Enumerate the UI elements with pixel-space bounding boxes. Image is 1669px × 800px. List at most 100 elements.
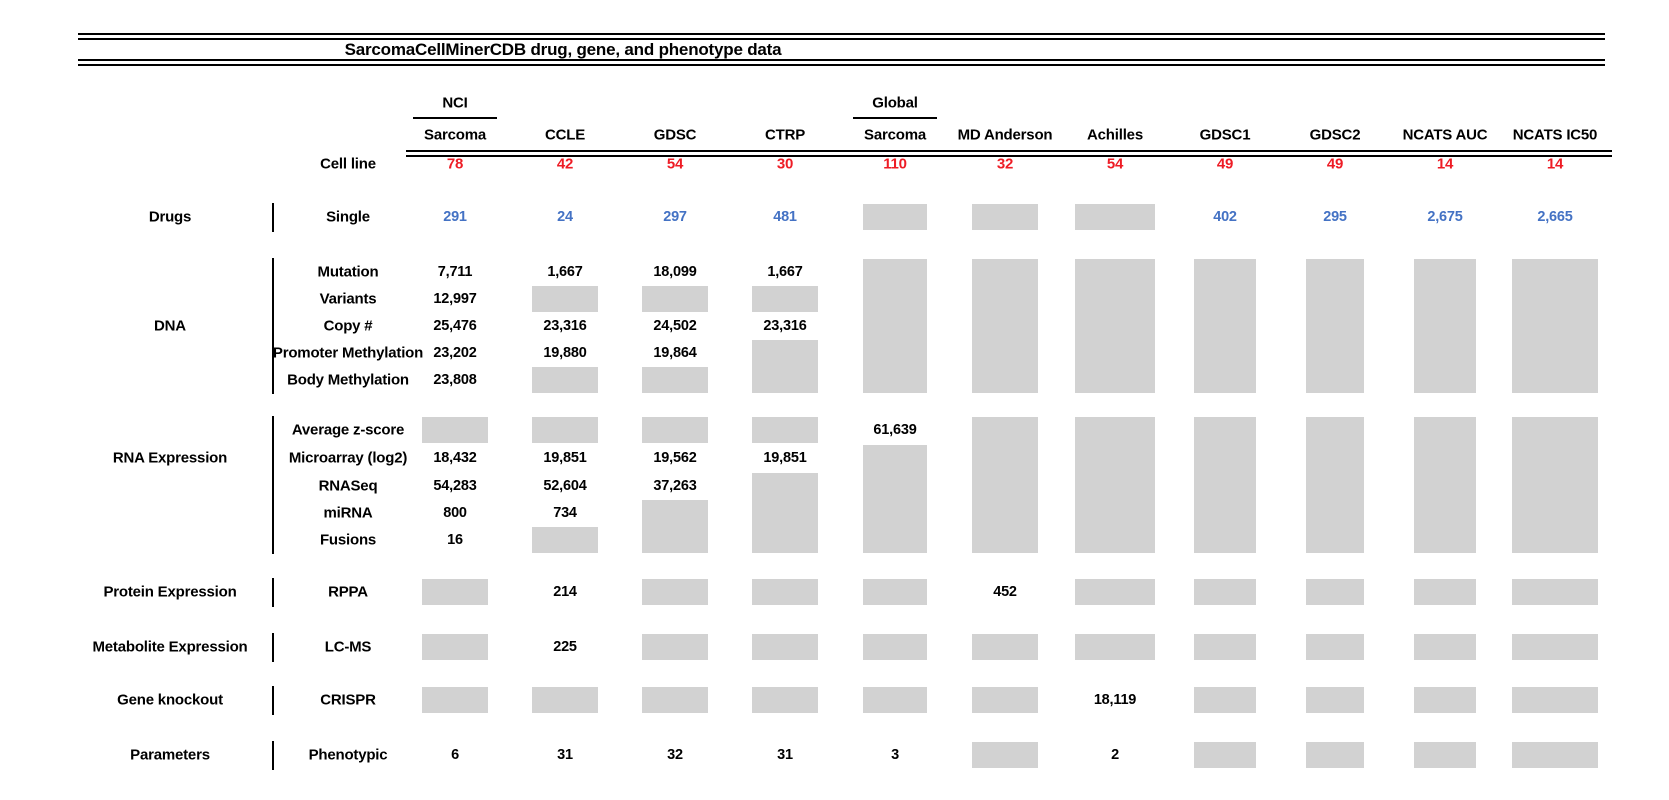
column-header-gdsc: GDSC (653, 126, 697, 144)
data-cell: 19,880 (543, 345, 587, 361)
data-cell: 18,432 (433, 450, 477, 466)
data-cell: 2,675 (1427, 209, 1463, 225)
cell-line-row-label: Cell line (320, 155, 376, 173)
data-cell: 24 (557, 209, 573, 225)
row-label-0-0: Single (326, 208, 370, 226)
cell-line-count-nci-sarcoma: 78 (446, 155, 464, 173)
row-label-1-4: Body Methylation (287, 371, 409, 389)
data-cell: 734 (553, 505, 577, 521)
row-label-2-0: Average z-score (291, 421, 405, 439)
category-separator-6 (272, 741, 274, 770)
data-gap-box (1194, 579, 1256, 605)
data-gap-box (1306, 687, 1364, 713)
row-label-2-3: miRNA (323, 504, 373, 522)
data-cell: 19,864 (653, 345, 697, 361)
data-cell: 32 (667, 747, 683, 763)
data-gap-box (752, 687, 818, 713)
data-gap-box (642, 286, 708, 312)
data-cell: 19,851 (543, 450, 587, 466)
row-label-1-1: Variants (319, 290, 377, 308)
data-gap-box (863, 259, 927, 393)
data-cell: 31 (557, 747, 573, 763)
data-cell: 6 (451, 747, 459, 763)
data-cell: 16 (447, 532, 463, 548)
header-divider-global-sarcoma (853, 117, 937, 119)
data-gap-box (752, 473, 818, 553)
data-gap-box (1194, 742, 1256, 768)
data-cell: 402 (1213, 209, 1237, 225)
category-separator-2 (272, 416, 274, 554)
data-cell: 31 (777, 747, 793, 763)
category-label-1: DNA (154, 317, 186, 335)
data-cell: 18,119 (1093, 692, 1137, 708)
data-gap-box (1512, 634, 1598, 660)
data-cell: 481 (773, 209, 797, 225)
header-divider-nci-sarcoma (413, 117, 497, 119)
category-label-4: Metabolite Expression (92, 638, 248, 656)
category-separator-1 (272, 258, 274, 394)
data-gap-box (752, 634, 818, 660)
data-gap-box (1194, 259, 1256, 393)
cell-line-count-gdsc1: 49 (1216, 155, 1234, 173)
data-gap-box (863, 445, 927, 553)
row-label-5-0: CRISPR (320, 691, 376, 709)
column-header-global-sarcoma: Sarcoma (864, 126, 926, 144)
row-label-2-1: Microarray (log2) (288, 449, 408, 467)
title-rule-top (78, 33, 1605, 40)
data-gap-box (1512, 417, 1598, 553)
row-label-1-3: Promoter Methylation (272, 344, 424, 362)
data-cell: 214 (553, 584, 577, 600)
data-gap-box (1075, 579, 1155, 605)
data-gap-box (1414, 259, 1476, 393)
data-cell: 7,711 (437, 264, 473, 280)
data-cell: 297 (663, 209, 687, 225)
column-header-ccle: CCLE (544, 126, 586, 144)
cell-line-count-achilles: 54 (1106, 155, 1124, 173)
row-label-3-0: RPPA (328, 583, 368, 601)
data-gap-box (1414, 634, 1476, 660)
data-gap-box (752, 417, 818, 443)
data-cell: 52,604 (543, 478, 587, 494)
data-cell: 19,562 (653, 450, 697, 466)
data-gap-box (642, 687, 708, 713)
category-separator-5 (272, 686, 274, 715)
row-label-4-0: LC-MS (324, 638, 372, 656)
data-cell: 54,283 (433, 478, 477, 494)
data-gap-box (642, 579, 708, 605)
data-cell: 1,667 (547, 264, 583, 280)
cell-line-count-ctrp: 30 (776, 155, 794, 173)
data-gap-box (532, 527, 598, 553)
data-gap-box (1414, 742, 1476, 768)
data-gap-box (1194, 634, 1256, 660)
column-header-ncats-auc: NCATS AUC (1402, 126, 1488, 144)
category-label-5: Gene knockout (117, 691, 223, 709)
data-cell: 452 (993, 584, 1017, 600)
cell-line-count-ncats-ic50: 14 (1546, 155, 1564, 173)
data-gap-box (532, 687, 598, 713)
data-cell: 37,263 (653, 478, 697, 494)
title-rule-bottom (78, 59, 1605, 66)
data-gap-box (1194, 687, 1256, 713)
data-cell: 61,639 (873, 422, 917, 438)
column-header-top-nci-sarcoma: NCI (442, 94, 468, 112)
data-gap-box (642, 500, 708, 553)
data-gap-box (863, 579, 927, 605)
data-gap-box (422, 687, 488, 713)
data-gap-box (863, 687, 927, 713)
category-separator-4 (272, 633, 274, 662)
category-separator-0 (272, 203, 274, 232)
data-cell: 23,808 (433, 372, 477, 388)
data-cell: 3 (891, 747, 899, 763)
header-rule (406, 150, 1612, 157)
row-label-1-0: Mutation (317, 263, 379, 281)
data-gap-box (752, 340, 818, 393)
data-gap-box (1306, 742, 1364, 768)
data-gap-box (532, 286, 598, 312)
data-cell: 12,997 (433, 291, 477, 307)
cell-line-count-ccle: 42 (556, 155, 574, 173)
data-gap-box (1075, 417, 1155, 553)
data-gap-box (422, 417, 488, 443)
cell-line-count-gdsc: 54 (666, 155, 684, 173)
column-header-achilles: Achilles (1087, 126, 1143, 144)
